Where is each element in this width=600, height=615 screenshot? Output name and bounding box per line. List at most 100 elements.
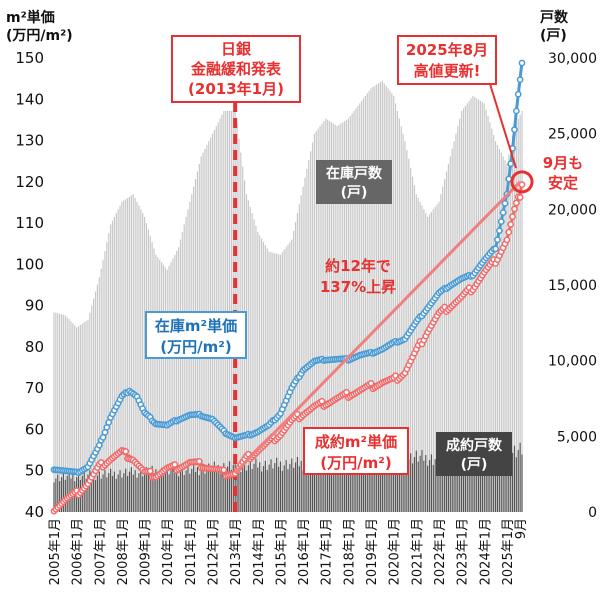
contract-units-bar: [98, 471, 100, 512]
inventory-units-bar: [319, 126, 321, 512]
inventory-units-bar: [468, 100, 470, 512]
inventory-units-bar: [376, 84, 378, 512]
contract-units-bar: [247, 465, 249, 512]
contract-units-bar: [515, 457, 517, 512]
contract-units-bar: [162, 475, 165, 512]
contract-units-bar: [119, 470, 121, 512]
contract-units-bar: [176, 468, 178, 512]
contract-price-point: [367, 379, 375, 387]
contract-units-bar: [510, 459, 512, 512]
inventory-units-bar: [268, 251, 270, 512]
contract-units-bar: [91, 477, 93, 512]
contract-units-bar: [287, 469, 289, 512]
contract-units-bar: [53, 482, 55, 512]
inventory-units-bar: [334, 124, 336, 512]
left-unit-sub-label: (万円/m²): [6, 28, 73, 44]
inventory-units-bar: [477, 99, 480, 512]
contract-units-bar: [513, 445, 516, 512]
contract-units-bar: [185, 470, 187, 512]
x-axis-tick-label: 2014年1月: [252, 518, 267, 585]
inventory-units-bar: [162, 264, 165, 512]
right-axis-tick-label: 15,000: [548, 278, 597, 294]
contract-units-bar: [100, 478, 102, 512]
inventory-units-bar: [177, 247, 180, 512]
contract-units-bar: [111, 475, 114, 512]
contract-units-bar: [243, 461, 246, 512]
left-axis-tick-label: 90: [25, 297, 44, 315]
inventory-units-bar: [257, 232, 259, 513]
inventory-units-bar: [327, 119, 329, 513]
inventory-units-bar: [511, 135, 514, 512]
inventory-units-bar: [294, 221, 297, 512]
contract-units-bar: [408, 459, 410, 512]
inventory-units-bar: [325, 118, 327, 513]
contract-units-bar: [177, 476, 180, 512]
contract-units-bar: [140, 468, 142, 512]
inventory-units-bar: [513, 126, 516, 512]
contract-units-bar: [406, 465, 408, 512]
contract-units-bar: [157, 476, 159, 512]
inventory-units-bar: [498, 148, 500, 513]
contract-units-bar: [428, 459, 431, 512]
inventory-units-bar: [487, 116, 489, 512]
inventory-units-bar: [89, 312, 91, 512]
contract-units-bar: [311, 457, 314, 512]
inventory-units-bar: [172, 258, 174, 512]
inventory-units-bar: [389, 90, 391, 513]
inventory-units-bar: [410, 167, 412, 512]
high-annotation-box: [397, 35, 497, 85]
contract-units-bar: [272, 468, 274, 512]
inventory-units-bar: [287, 244, 289, 512]
contract-units-bar: [440, 458, 442, 512]
contract-units-bar: [225, 471, 227, 512]
contract-units-label-box: [436, 432, 512, 476]
contract-units-bar: [194, 471, 197, 512]
contract-units-bar: [387, 462, 389, 512]
high-annotation-pointer: [489, 83, 517, 169]
contract-price-point: [507, 221, 515, 228]
inventory-units-bar: [385, 85, 387, 512]
inventory-units-bar: [262, 241, 265, 512]
inventory-units-bar: [377, 83, 380, 512]
inventory-units-bar: [517, 118, 519, 513]
inventory-units-bar: [434, 206, 436, 513]
boj-annotation-box: [171, 35, 301, 103]
contract-units-bar: [468, 468, 470, 512]
x-axis-tick-label: 2007年1月: [93, 518, 108, 585]
inventory-units-bar: [96, 284, 99, 512]
left-axis-tick-label: 70: [25, 379, 44, 397]
contract-units-bar: [317, 456, 319, 512]
inventory-units-bar: [344, 121, 346, 513]
contract-units-bar: [342, 460, 344, 512]
contract-units-bar: [519, 442, 521, 512]
contract-units-bar: [285, 460, 287, 512]
inventory-units-bar: [430, 211, 433, 512]
contract-units-bar: [179, 471, 182, 512]
inventory-units-bar: [349, 116, 351, 512]
contract-units-bar: [349, 468, 351, 512]
contract-units-bar: [128, 471, 131, 512]
contract-units-bar: [338, 456, 340, 512]
lines-layer: [50, 59, 534, 515]
inventory-units-bar: [362, 98, 365, 512]
contract-units-bar: [477, 452, 480, 512]
contract-units-bar: [245, 470, 248, 512]
inventory-price-label-box: [145, 311, 247, 359]
contract-units-bar: [121, 477, 123, 512]
inventory-units-bar: [491, 128, 493, 512]
contract-units-bar: [298, 466, 300, 512]
contract-units-bar: [359, 457, 361, 512]
inventory-units-bar: [470, 98, 472, 512]
contract-units-bar: [353, 458, 355, 512]
contract-units-bar: [147, 474, 149, 512]
contract-units-bar: [151, 465, 153, 512]
contract-units-bar: [200, 470, 202, 512]
september-highlight-circle: [510, 170, 534, 194]
right-axis-tick-label: 20,000: [548, 202, 597, 218]
contract-units-bar: [274, 463, 276, 512]
contract-units-bar: [457, 456, 459, 512]
contract-units-bar: [315, 461, 317, 512]
inventory-units-bar: [117, 209, 119, 513]
sept-annotation-line1: 9月も: [543, 154, 583, 172]
inventory-units-bar: [259, 235, 261, 512]
